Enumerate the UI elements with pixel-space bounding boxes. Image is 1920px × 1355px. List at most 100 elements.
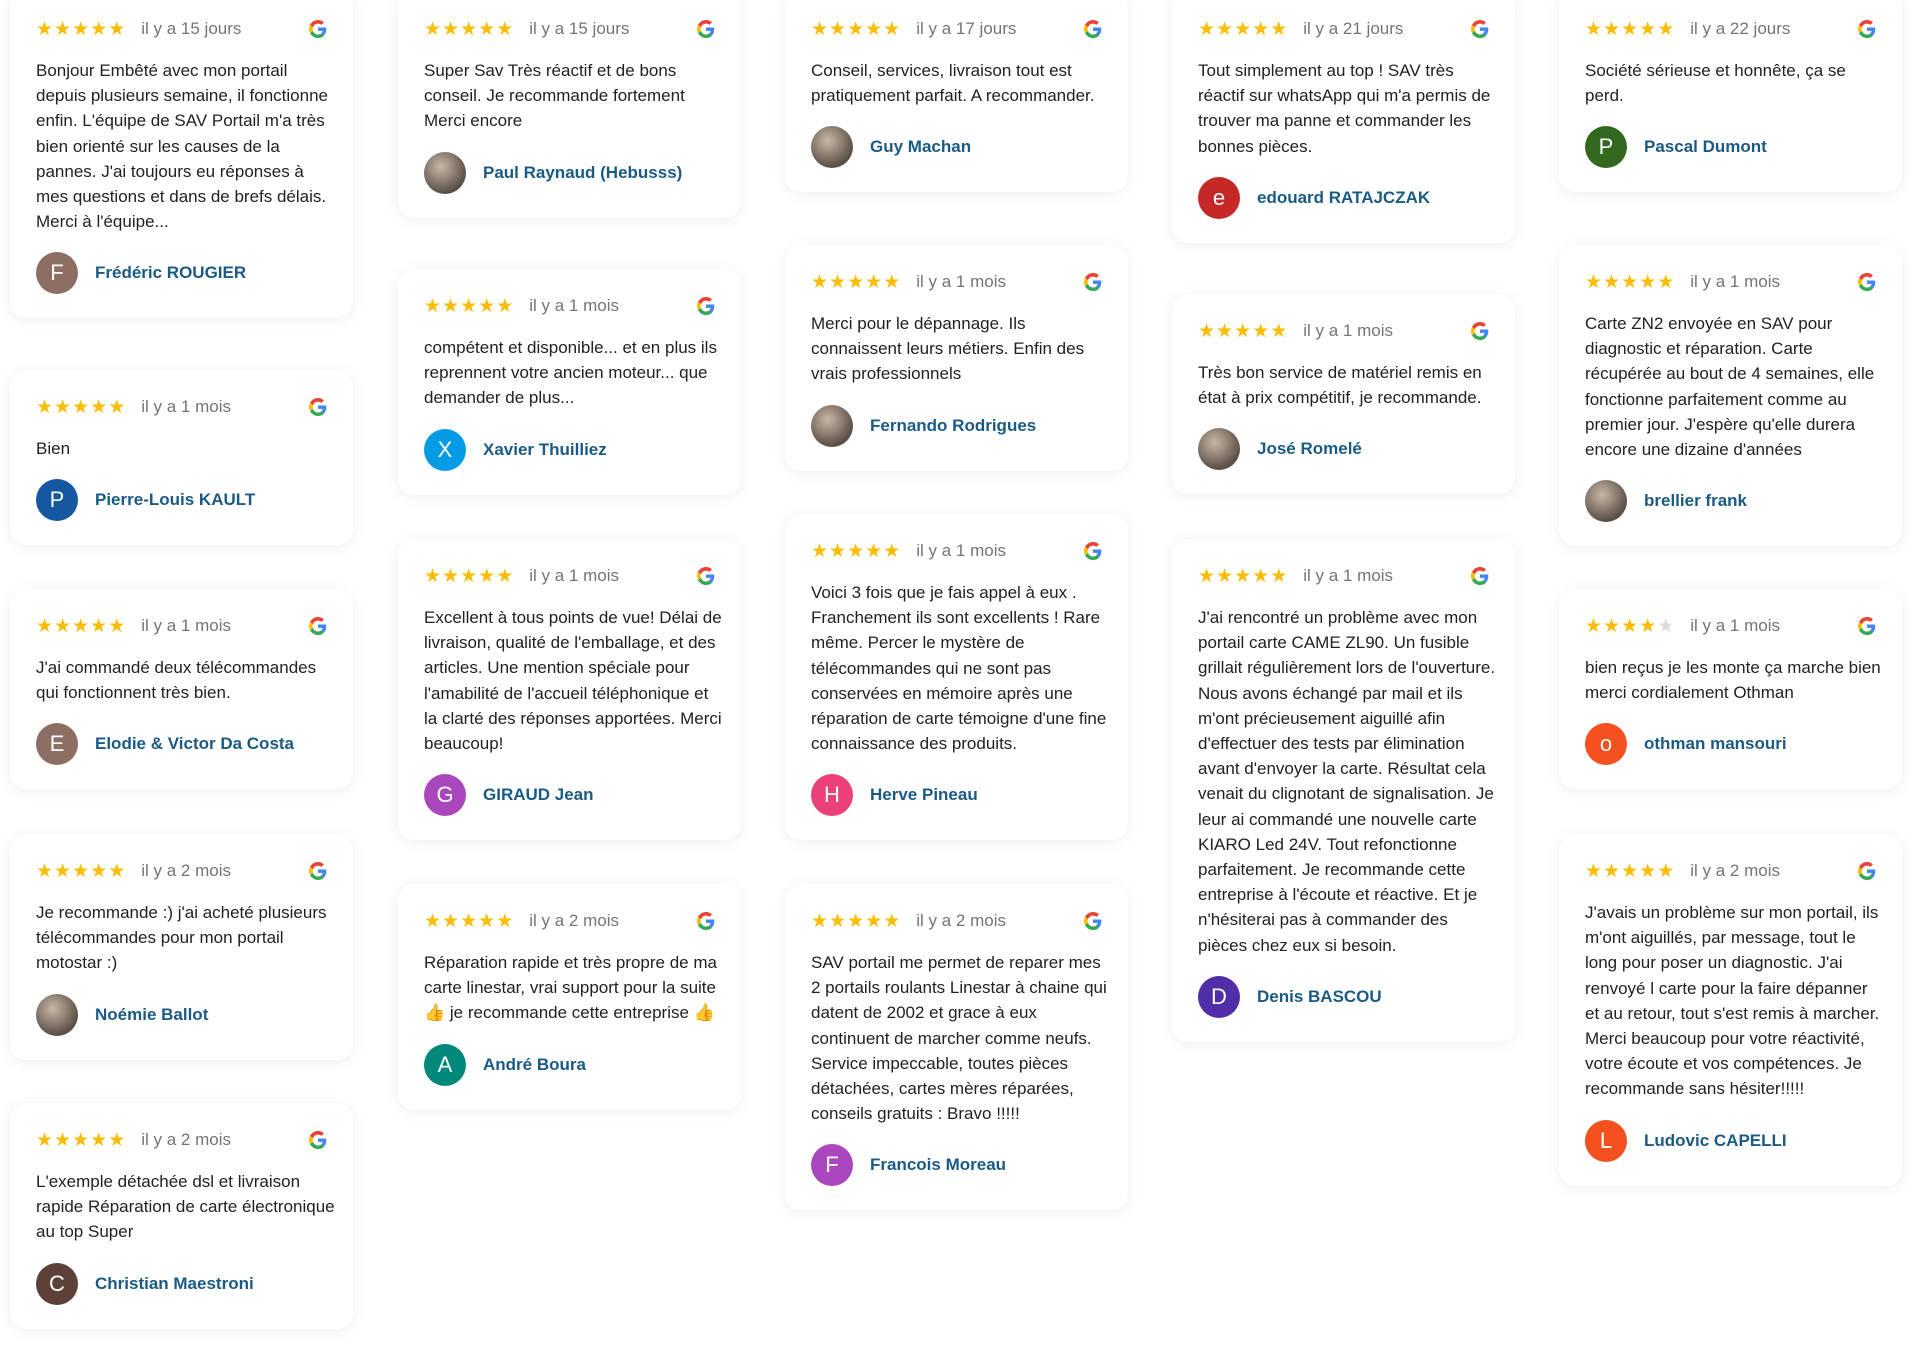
google-icon [1858,273,1876,291]
author-name[interactable]: edouard RATAJCZAK [1257,187,1431,207]
author-name[interactable]: Noémie Ballot [95,1004,209,1024]
author-name[interactable]: Frédéric ROUGIER [95,263,247,283]
review-author[interactable]: G GIRAUD Jean [424,774,715,817]
review-card: ★ ★ ★ ★ ★ il y a 1 mois compétent et disponi… [398,269,741,495]
author-name[interactable]: GIRAUD Jean [483,785,594,805]
avatar[interactable]: D [1198,975,1240,1018]
review-date: il y a 2 mois [141,1130,231,1149]
review-author[interactable]: Guy Machan [811,126,1102,169]
avatar[interactable]: E [36,723,78,766]
avatar[interactable] [36,993,78,1036]
avatar[interactable]: P [36,479,78,522]
star-icon: ★ [90,860,108,882]
review-author[interactable]: Fernando Rodrigues [811,404,1102,447]
star-icon: ★ [847,271,865,293]
star-icon: ★ [1234,320,1252,342]
avatar[interactable]: e [1198,176,1240,219]
review-author[interactable]: P Pierre-Louis KAULT [36,479,327,522]
avatar[interactable]: G [424,774,466,817]
avatar[interactable]: A [424,1043,466,1086]
review-author[interactable]: L Ludovic CAPELLI [1585,1119,1876,1162]
avatar[interactable]: C [36,1262,78,1305]
review-date: il y a 1 mois [529,566,619,585]
review-author[interactable]: C Christian Maestroni [36,1262,327,1305]
review-author[interactable]: José Romelé [1198,428,1489,471]
star-rating: ★ ★ ★ ★ ★ [1585,273,1674,292]
avatar[interactable] [424,151,466,194]
author-name[interactable]: Ludovic CAPELLI [1644,1130,1787,1150]
star-icon: ★ [1216,320,1234,342]
review-header: ★ ★ ★ ★ ★ il y a 1 mois [1585,271,1876,293]
review-author[interactable]: e edouard RATAJCZAK [1198,176,1489,219]
review-author[interactable]: E Elodie & Victor Da Costa [36,723,327,766]
avatar[interactable]: H [811,774,853,817]
review-author[interactable]: Noémie Ballot [36,993,327,1036]
star-icon: ★ [1657,615,1675,637]
author-name[interactable]: Christian Maestroni [95,1273,254,1293]
author-name[interactable]: André Boura [483,1054,586,1074]
review-header: ★ ★ ★ ★ ★ il y a 21 jours [1198,18,1489,40]
author-name[interactable]: Pierre-Louis KAULT [95,490,256,510]
review-card: ★ ★ ★ ★ ★ il y a 2 mois Je recommande :) j'a… [10,834,353,1060]
google-icon [309,1131,327,1149]
avatar[interactable]: F [36,252,78,295]
star-icon: ★ [1621,615,1639,637]
star-icon: ★ [496,565,514,587]
star-icon: ★ [1603,860,1621,882]
author-name[interactable]: José Romelé [1257,439,1362,459]
review-author[interactable]: H Herve Pineau [811,774,1102,817]
review-date: il y a 2 mois [529,911,619,930]
review-card: ★ ★ ★ ★ ★ il y a 1 mois Carte ZN2 envoyée en… [1559,245,1902,547]
review-card: ★ ★ ★ ★ ★ il y a 2 mois L'exemple détachée d… [10,1103,353,1329]
star-icon: ★ [1585,18,1603,40]
star-rating: ★ ★ ★ ★ ★ [811,20,900,39]
star-icon: ★ [811,540,829,562]
star-icon: ★ [54,18,72,40]
author-name[interactable]: Fernando Rodrigues [870,415,1037,435]
review-header: ★ ★ ★ ★ ★ il y a 2 mois [1585,860,1876,882]
author-name[interactable]: Paul Raynaud (Hebusss) [483,162,683,182]
review-header: ★ ★ ★ ★ ★ il y a 22 jours [1585,18,1876,40]
review-card: ★ ★ ★ ★ ★ il y a 1 mois J'ai commandé deux t… [10,589,353,790]
review-author[interactable]: A André Boura [424,1043,715,1086]
google-icon [697,20,715,38]
avatar[interactable]: F [811,1144,853,1187]
review-author[interactable]: o othman mansouri [1585,723,1876,766]
author-name[interactable]: Francois Moreau [870,1155,1007,1175]
author-name[interactable]: Guy Machan [870,137,972,157]
review-author[interactable]: D Denis BASCOU [1198,975,1489,1018]
author-name[interactable]: Denis BASCOU [1257,986,1382,1006]
star-rating: ★ ★ ★ ★ ★ [36,617,125,636]
author-name[interactable]: Pascal Dumont [1644,137,1767,157]
avatar[interactable]: o [1585,723,1627,766]
star-icon: ★ [54,396,72,418]
review-author[interactable]: brellier frank [1585,480,1876,523]
avatar[interactable] [811,126,853,169]
review-author[interactable]: F Frédéric ROUGIER [36,252,327,295]
author-name[interactable]: Herve Pineau [870,785,978,805]
star-icon: ★ [36,18,54,40]
review-author[interactable]: P Pascal Dumont [1585,126,1876,169]
review-card: ★ ★ ★ ★ ★ il y a 15 jours Super Sav Très réa… [398,0,741,218]
star-rating: ★ ★ ★ ★ ★ [1198,20,1287,39]
avatar[interactable] [1198,428,1240,471]
star-icon: ★ [1603,18,1621,40]
avatar[interactable]: X [424,428,466,471]
star-icon: ★ [90,18,108,40]
author-name[interactable]: brellier frank [1644,491,1747,511]
star-icon: ★ [424,18,442,40]
review-author[interactable]: X Xavier Thuilliez [424,428,715,471]
review-author[interactable]: Paul Raynaud (Hebusss) [424,151,715,194]
star-icon: ★ [90,615,108,637]
avatar[interactable] [811,404,853,447]
star-rating: ★ ★ ★ ★ ★ [36,398,125,417]
review-text: compétent et disponible... et en plus il… [424,338,717,408]
review-author[interactable]: F Francois Moreau [811,1144,1102,1187]
author-name[interactable]: Elodie & Victor Da Costa [95,734,295,754]
avatar[interactable]: P [1585,126,1627,169]
author-name[interactable]: Xavier Thuilliez [483,439,607,459]
avatar[interactable]: L [1585,1119,1627,1162]
avatar[interactable] [1585,480,1627,523]
star-icon: ★ [1252,320,1270,342]
author-name[interactable]: othman mansouri [1644,734,1787,754]
